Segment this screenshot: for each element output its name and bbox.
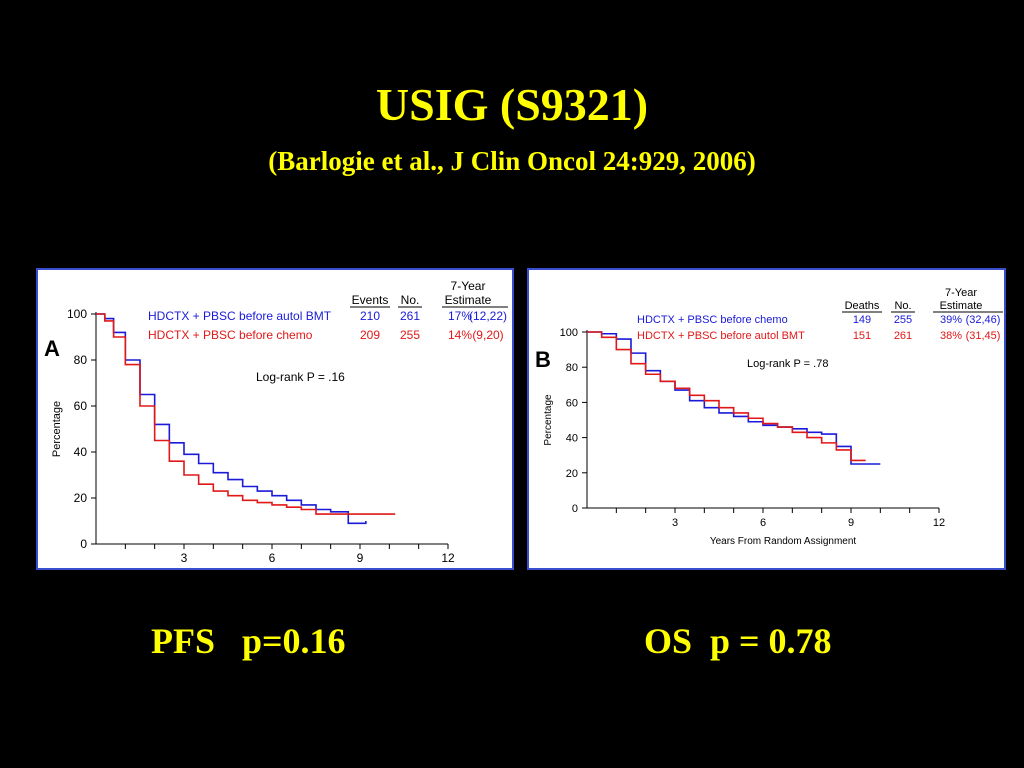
x-tick-label: 3: [672, 517, 678, 529]
survival-curve-series-2: [587, 331, 866, 462]
legend-stat-count: 209: [360, 328, 380, 342]
panel-letter: B: [535, 347, 551, 372]
y-tick-label: 0: [572, 503, 578, 515]
x-tick-label: 6: [760, 517, 766, 529]
legend-ci: (32,46): [966, 314, 1001, 326]
x-tick-label: 9: [848, 517, 854, 529]
logrank-label: Log-rank P = .78: [747, 358, 828, 370]
legend-ci: (9,20): [472, 328, 503, 342]
y-tick-label: 60: [566, 397, 578, 409]
km-chart-a: 0 20 40 60 80 100 3 6 9 12 Percentage A Events No. 7-Y…: [44, 279, 508, 565]
chart-panel-a: 0 20 40 60 80 100 3 6 9 12 Percentage A Events No. 7-Y…: [36, 268, 514, 570]
logrank-label: Log-rank P = .16: [256, 370, 345, 384]
x-tick-label: 6: [269, 551, 276, 565]
legend-estimate: 39%: [940, 314, 962, 326]
legend-stat-no: 255: [400, 328, 420, 342]
os-pvalue-label: OS p = 0.78: [644, 621, 832, 661]
table-header-7year: 7-Year: [945, 287, 977, 299]
x-tick-label: 9: [357, 551, 364, 565]
y-tick-label: 20: [74, 491, 88, 505]
legend-series-name: HDCTX + PBSC before chemo: [637, 314, 788, 326]
legend-ci: (31,45): [966, 330, 1001, 342]
legend-stat-count: 210: [360, 309, 380, 323]
table-header-no: No.: [401, 293, 420, 307]
table-header-count: Deaths: [845, 300, 880, 312]
survival-curve-series-2: [96, 313, 396, 515]
table-header-no: No.: [894, 300, 911, 312]
legend-estimate: 17%: [448, 309, 472, 323]
slide-title: USIG (S9321): [375, 79, 649, 130]
legend-series-name: HDCTX + PBSC before autol BMT: [637, 330, 805, 342]
x-tick-label: 12: [441, 551, 455, 565]
legend-stat-no: 255: [894, 314, 912, 326]
table-header-estimate: Estimate: [445, 293, 492, 307]
y-tick-label: 40: [566, 433, 578, 445]
legend-stat-count: 151: [853, 330, 871, 342]
legend-estimate: 14%: [448, 328, 472, 342]
legend-stat-count: 149: [853, 314, 871, 326]
pfs-pvalue-label: PFS p=0.16: [151, 621, 346, 661]
slide-subtitle: (Barlogie et al., J Clin Oncol 24:929, 2…: [268, 146, 756, 176]
legend-estimate: 38%: [940, 330, 962, 342]
km-chart-b: 0 20 40 60 80 100 3 6 9 12 Percentage Years From Ra…: [535, 287, 1003, 547]
y-tick-label: 0: [80, 537, 87, 551]
y-tick-label: 80: [566, 362, 578, 374]
table-header-count: Events: [352, 293, 389, 307]
y-tick-label: 100: [560, 327, 578, 339]
y-tick-label: 40: [74, 445, 88, 459]
panel-letter: A: [44, 336, 60, 361]
table-header-7year: 7-Year: [451, 279, 486, 293]
y-tick-label: 20: [566, 468, 578, 480]
table-header-estimate: Estimate: [940, 300, 983, 312]
x-tick-label: 3: [181, 551, 188, 565]
legend-series-name: HDCTX + PBSC before chemo: [148, 328, 313, 342]
x-tick-label: 12: [933, 517, 945, 529]
legend-series-name: HDCTX + PBSC before autol BMT: [148, 309, 332, 323]
y-axis-label: Percentage: [51, 401, 63, 457]
legend-stat-no: 261: [894, 330, 912, 342]
y-axis-label: Percentage: [543, 394, 554, 446]
survival-curve-series-1: [96, 313, 367, 525]
y-tick-label: 80: [74, 353, 88, 367]
x-axis-label: Years From Random Assignment: [710, 536, 857, 547]
y-tick-label: 100: [67, 307, 87, 321]
legend-ci: (12,22): [469, 309, 507, 323]
legend-stat-no: 261: [400, 309, 420, 323]
chart-panel-b: 0 20 40 60 80 100 3 6 9 12 Percentage Years From Ra…: [527, 268, 1006, 570]
y-tick-label: 60: [74, 399, 88, 413]
